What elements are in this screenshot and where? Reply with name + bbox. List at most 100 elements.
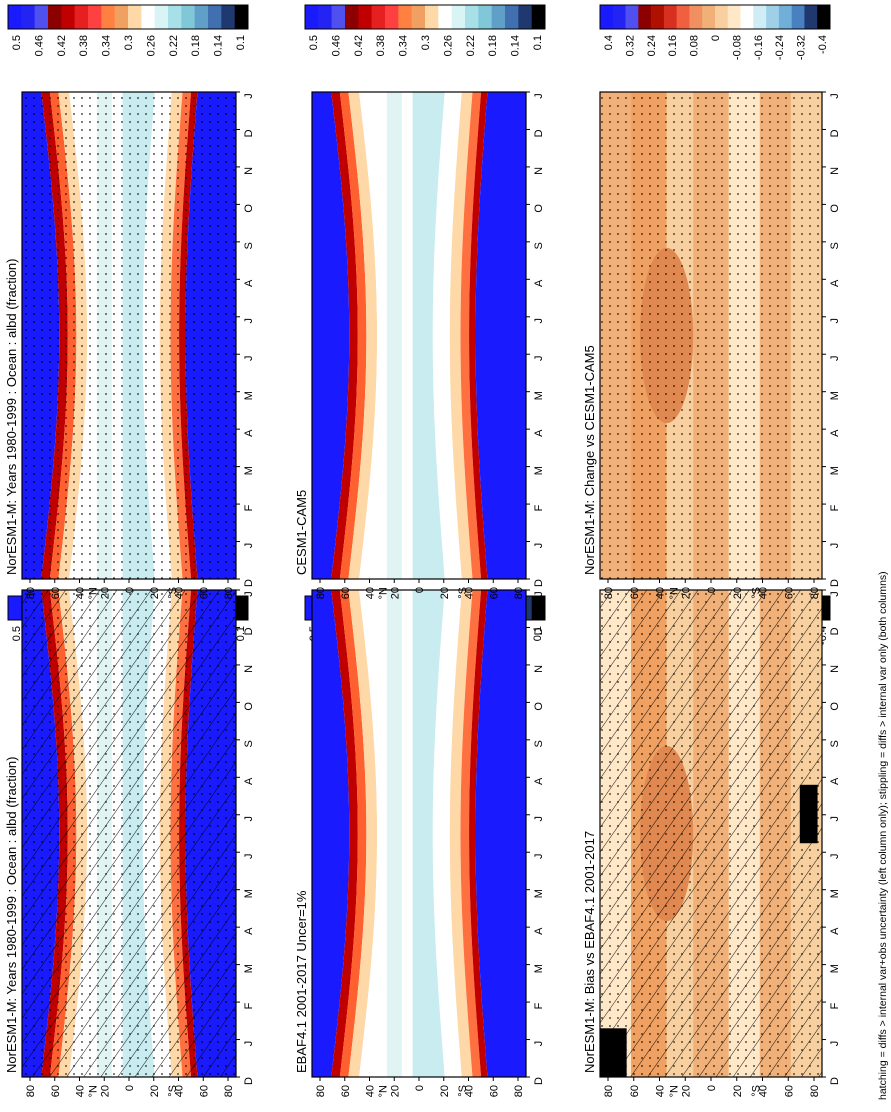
x-tick-label: M (533, 391, 545, 400)
contour-band (432, 590, 462, 1077)
colorbar-swatch (638, 5, 652, 29)
colorbar-swatch (491, 5, 506, 29)
x-tick-label: D (829, 1077, 841, 1085)
colorbar-swatch (676, 5, 690, 29)
contour-band (331, 590, 358, 1077)
contour-band (460, 92, 482, 579)
x-tick-label: J (243, 853, 255, 859)
x-tick-label: S (533, 740, 545, 747)
x-tick-label: M (243, 391, 255, 400)
x-tick-label: F (533, 504, 545, 511)
colorbar-swatch (74, 5, 89, 29)
colorbar-label: 0.32 (624, 35, 636, 56)
colorbar-swatch (451, 5, 466, 29)
colorbar-swatch (8, 596, 22, 620)
y-tick-label: 80 (513, 587, 525, 599)
x-tick-label: N (533, 167, 545, 175)
x-tick-label: D (829, 129, 841, 137)
y-tick-label: 0 (706, 1085, 718, 1091)
x-tick-label: J (243, 355, 255, 361)
colorbar-label: 0.24 (646, 35, 658, 56)
colorbar-label: 0.14 (213, 35, 225, 56)
colorbar-swatch (234, 596, 249, 620)
colorbar-swatch (753, 5, 767, 29)
panel-title: NorESM1-M: Years 1980-1999 : Ocean : alb… (4, 259, 19, 576)
hemisphere-label: °N (668, 587, 680, 599)
y-tick-label: 60 (488, 587, 500, 599)
y-tick-label: 20 (149, 587, 161, 599)
colorbar-swatch (398, 5, 412, 29)
y-tick-label: 60 (783, 587, 795, 599)
y-tick-label: 20 (389, 1085, 401, 1097)
y-tick-label: 60 (783, 1085, 795, 1097)
contour-band (475, 92, 526, 579)
x-tick-label: A (243, 279, 255, 287)
stippling-overlay (600, 92, 822, 579)
x-tick-label: A (533, 777, 545, 785)
colorbar-swatch (804, 5, 818, 29)
colorbar-label: 0.26 (145, 35, 157, 56)
y-tick-label: 80 (25, 1085, 37, 1097)
x-tick-label: A (533, 279, 545, 287)
colorbar-swatch (518, 5, 532, 29)
y-tick-label: 0 (414, 587, 426, 593)
x-tick-label: J (533, 591, 545, 597)
x-tick-label: N (243, 167, 255, 175)
x-tick-label: J (829, 816, 841, 822)
x-tick-label: S (533, 242, 545, 249)
colorbar-swatch (425, 5, 439, 29)
colorbar-swatch (531, 596, 546, 620)
x-tick-label: N (829, 665, 841, 673)
y-tick-label: 80 (603, 587, 615, 599)
colorbar-label: -0.32 (796, 35, 808, 60)
y-tick-label: 60 (50, 587, 62, 599)
x-tick-label: M (533, 964, 545, 973)
x-tick-label: M (243, 889, 255, 898)
x-tick-label: J (829, 853, 841, 859)
panel-a: 0.50.460.420.380.340.30.260.220.180.140.… (4, 589, 255, 1097)
colorbar-label: -0.4 (817, 35, 829, 54)
colorbar-f: 0.4 0.32 0.24 0.16 0.08 0 -0.08 -0.16 -0.24 -0.32… (599, 4, 831, 60)
colorbar-label: 0.34 (101, 35, 113, 56)
colorbar-label: 0.1 (532, 35, 544, 50)
hemisphere-label: °S (167, 587, 179, 599)
panel-title: NorESM1-M: Change vs CESM1-CAM5 (582, 345, 597, 575)
colorbar-swatch (817, 5, 831, 29)
x-tick-label: F (829, 1002, 841, 1009)
x-tick-label: M (533, 466, 545, 475)
colorbar-label: 0.26 (442, 35, 454, 56)
contour-band (331, 92, 358, 579)
x-tick-label: J (829, 1041, 841, 1047)
colorbar-swatch (101, 5, 115, 29)
panel-d: 0.5 0.46 0.42 0.38 0.34 0.3 0.26 0.22 0.18 0.14 0.… (294, 4, 546, 599)
x-tick-label: F (243, 1002, 255, 1009)
x-tick-label: J (243, 543, 255, 549)
colorbar-label: 0.22 (168, 35, 180, 56)
y-tick-label: 20 (732, 1085, 744, 1097)
y-tick-label: 40 (758, 587, 770, 599)
colorbar-swatch (371, 5, 386, 29)
x-tick-label: D (533, 1077, 545, 1085)
y-tick-label: 0 (414, 1085, 426, 1091)
y-tick-label: 20 (99, 1085, 111, 1097)
colorbar-label: 0 (710, 35, 722, 41)
y-tick-label: 20 (732, 587, 744, 599)
colorbar-swatch (331, 5, 346, 29)
y-tick-label: 60 (629, 1085, 641, 1097)
x-tick-label: D (243, 129, 255, 137)
colorbar-swatch (625, 5, 639, 29)
x-tick-label: J (829, 591, 841, 597)
y-tick-label: 0 (706, 587, 718, 593)
colorbar-swatch (478, 5, 492, 29)
x-tick-label: D (533, 627, 545, 635)
plot-area-b (21, 91, 237, 580)
plot-area-c (311, 589, 527, 1078)
contour-band (312, 92, 350, 579)
colorbar-swatch (689, 5, 703, 29)
x-tick-label: S (829, 740, 841, 747)
y-tick-label: 40 (464, 1085, 476, 1097)
y-tick-label: 80 (513, 1085, 525, 1097)
y-tick-label: 0 (124, 587, 136, 593)
